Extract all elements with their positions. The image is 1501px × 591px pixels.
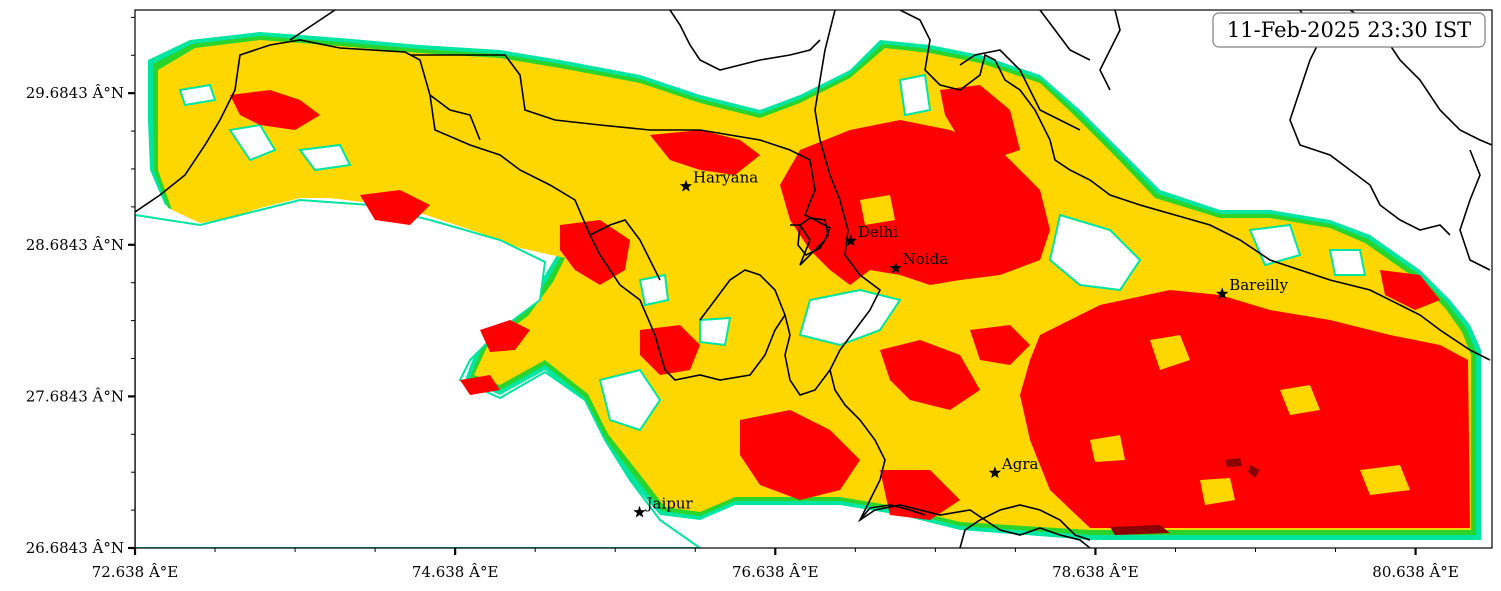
boundary-delhi xyxy=(797,217,829,257)
timestamp-label: 11-Feb-2025 23:30 IST xyxy=(1227,18,1471,42)
boundary-west xyxy=(135,39,786,381)
y-tick-label: 26.6843 Â°N xyxy=(26,539,124,557)
timestamp-frame xyxy=(1212,12,1486,48)
city-star-noida xyxy=(889,261,902,274)
x-tick-label: 74.638 Â°E xyxy=(412,563,499,581)
city-star-agra xyxy=(988,466,1002,479)
boundary-north-1 xyxy=(669,10,821,71)
map-frame xyxy=(134,9,1493,549)
city-markers: Haryana Delhi Noida Bareilly Agra Jaipur xyxy=(633,168,1289,518)
x-tick-label: 76.638 Â°E xyxy=(732,563,819,581)
x-tick-label: 80.638 Â°E xyxy=(1372,563,1459,581)
contour-moderate-patches xyxy=(860,195,1410,505)
boundary-east-3 xyxy=(1459,149,1491,271)
y-axis: 29.6843 Â°N 28.6843 Â°N 27.6843 Â°N 26.6843… xyxy=(26,16,135,557)
city-label-delhi: Delhi xyxy=(858,223,898,241)
boundary-nepal-1 xyxy=(959,49,1081,131)
pollution-contours xyxy=(135,32,1481,548)
x-tick-label: 72.638 Â°E xyxy=(92,563,179,581)
city-label-jaipur: Jaipur xyxy=(645,494,694,512)
city-star-delhi xyxy=(844,234,857,247)
contour-holes xyxy=(135,73,1367,548)
map-plot-area: Haryana Delhi Noida Bareilly Agra Jaipur xyxy=(135,10,1492,548)
contour-high xyxy=(230,85,1470,528)
city-label-bareilly: Bareilly xyxy=(1229,276,1288,294)
city-star-bareilly xyxy=(1216,287,1229,300)
city-label-noida: Noida xyxy=(903,250,949,268)
boundary-mp-2 xyxy=(859,504,926,521)
city-star-haryana xyxy=(679,179,693,192)
boundary-nepal-3 xyxy=(1099,10,1121,91)
boundary-east-1 xyxy=(1289,10,1451,236)
boundary-punjab xyxy=(289,10,336,41)
boundary-raj-1 xyxy=(589,219,661,281)
timestamp-box: 11-Feb-2025 23:30 IST xyxy=(1212,12,1486,48)
boundary-up-north xyxy=(899,10,1491,361)
boundary-nepal-2 xyxy=(1039,10,1091,61)
contour-very-high xyxy=(1110,458,1260,535)
y-tick-label: 28.6843 Â°N xyxy=(26,236,124,254)
city-label-agra: Agra xyxy=(1001,455,1039,473)
city-label-haryana: Haryana xyxy=(693,168,758,186)
boundary-up-west xyxy=(814,10,1091,548)
boundary-center xyxy=(410,54,832,266)
boundary-haryana-1 xyxy=(429,94,481,141)
city-star-jaipur xyxy=(633,505,646,518)
boundary-mp-1 xyxy=(959,504,1091,548)
boundary-raj-2 xyxy=(699,269,831,396)
state-boundaries xyxy=(135,10,1492,548)
y-tick-label: 29.6843 Â°N xyxy=(26,84,124,102)
y-tick-label: 27.6843 Â°N xyxy=(26,387,124,405)
x-axis: 72.638 Â°E 74.638 Â°E 76.638 Â°E 78.638 Â°E… xyxy=(92,548,1459,581)
x-tick-label: 78.638 Â°E xyxy=(1052,563,1139,581)
